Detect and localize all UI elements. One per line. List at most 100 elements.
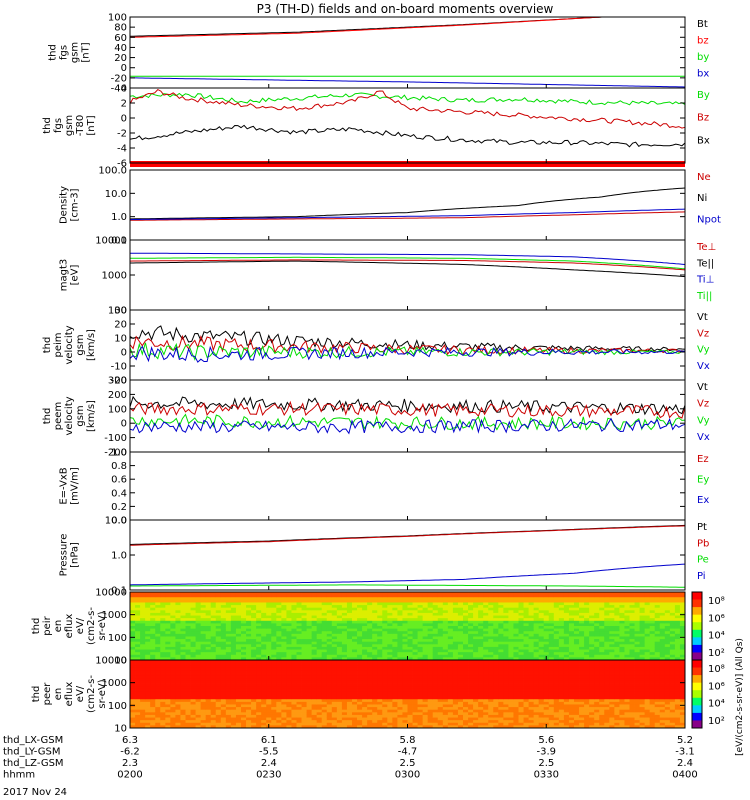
heatmap-cell xyxy=(331,717,338,721)
heatmap-cell xyxy=(341,657,348,661)
heatmap-cell xyxy=(246,683,252,687)
heatmap-cell xyxy=(367,636,373,640)
heatmap-cell xyxy=(679,597,686,601)
heatmap-cell xyxy=(311,641,318,645)
heatmap-cell xyxy=(336,615,343,619)
heatmap-cell xyxy=(503,618,509,622)
heatmap-cell xyxy=(145,712,151,716)
heatmap-cell xyxy=(442,673,449,677)
heatmap-cell xyxy=(281,623,287,627)
heatmap-cell xyxy=(175,620,181,624)
heatmap-cell xyxy=(563,657,570,661)
heatmap-cell xyxy=(644,623,651,627)
heatmap-cell xyxy=(579,607,585,611)
heatmap-cell xyxy=(336,623,343,627)
heatmap-cell xyxy=(367,712,373,716)
heatmap-cell xyxy=(604,631,610,635)
heatmap-cell xyxy=(225,636,232,640)
heatmap-cell xyxy=(447,592,454,596)
heatmap-cell xyxy=(639,612,646,616)
heatmap-cell xyxy=(452,667,459,671)
heatmap-cell xyxy=(609,599,615,603)
heatmap-cell xyxy=(205,636,212,640)
heatmap-cell xyxy=(296,707,302,711)
heatmap-cell xyxy=(538,618,545,622)
heatmap-cell xyxy=(241,633,247,637)
heatmap-cell xyxy=(150,704,156,708)
heatmap-cell xyxy=(241,597,247,601)
heatmap-cell xyxy=(357,649,363,653)
heatmap-cell xyxy=(160,649,166,653)
heatmap-cell xyxy=(195,592,202,596)
heatmap-cell xyxy=(235,615,242,619)
heatmap-cell xyxy=(341,628,348,632)
heatmap-cell xyxy=(543,618,550,622)
heatmap-cell xyxy=(367,678,373,682)
heatmap-cell xyxy=(180,626,186,630)
heatmap-cell xyxy=(442,696,449,700)
heatmap-cell xyxy=(377,641,383,645)
heatmap-cell xyxy=(180,636,186,640)
heatmap-cell xyxy=(468,639,474,643)
heatmap-cell xyxy=(609,623,615,627)
heatmap-cell xyxy=(130,699,136,703)
heatmap-cell xyxy=(326,605,333,609)
heatmap-cell xyxy=(543,607,550,611)
heatmap-cell xyxy=(412,631,418,635)
heatmap-cell xyxy=(382,657,388,661)
heatmap-cell xyxy=(346,610,353,614)
heatmap-cell xyxy=(210,707,217,711)
heatmap-cell xyxy=(402,646,408,650)
heatmap-cell xyxy=(145,725,151,729)
heatmap-cell xyxy=(538,605,545,609)
heatmap-cell xyxy=(266,623,272,627)
heatmap-cell xyxy=(644,652,651,656)
heatmap-cell xyxy=(230,683,237,687)
heatmap-cell xyxy=(306,607,313,611)
heatmap-cell xyxy=(528,607,535,611)
heatmap-cell xyxy=(669,594,676,598)
heatmap-cell xyxy=(362,592,368,596)
heatmap-cell xyxy=(553,607,560,611)
heatmap-cell xyxy=(195,602,202,606)
heatmap-cell xyxy=(246,660,252,664)
heatmap-cell xyxy=(321,592,328,596)
heatmap-cell xyxy=(346,678,353,682)
heatmap-cell xyxy=(175,701,181,705)
heatmap-cell xyxy=(412,686,418,690)
heatmap-cell xyxy=(352,641,358,645)
heatmap-cell xyxy=(362,670,368,674)
heatmap-cell xyxy=(311,633,318,637)
heatmap-cell xyxy=(190,717,196,721)
heatmap-cell xyxy=(377,633,383,637)
heatmap-cell xyxy=(392,712,398,716)
heatmap-cell xyxy=(175,615,181,619)
heatmap-cell xyxy=(669,636,676,640)
heatmap-cell xyxy=(170,707,176,711)
heatmap-cell xyxy=(185,667,191,671)
heatmap-cell xyxy=(503,636,509,640)
heatmap-cell xyxy=(321,660,328,664)
heatmap-cell xyxy=(241,639,247,643)
heatmap-cell xyxy=(235,602,242,606)
heatmap-cell xyxy=(261,602,267,606)
heatmap-cell xyxy=(594,610,600,614)
heatmap-cell xyxy=(140,670,146,674)
heatmap-cell xyxy=(599,623,605,627)
heatmap-cell xyxy=(372,704,378,708)
heatmap-cell xyxy=(175,688,181,692)
heatmap-cell xyxy=(321,696,328,700)
heatmap-cell xyxy=(251,620,257,624)
heatmap-cell xyxy=(452,683,459,687)
heatmap-cell xyxy=(286,615,292,619)
heatmap-cell xyxy=(594,618,600,622)
heatmap-cell xyxy=(135,717,141,721)
heatmap-cell xyxy=(230,717,237,721)
heatmap-cell xyxy=(170,639,176,643)
heatmap-cell xyxy=(407,704,413,708)
heatmap-cell xyxy=(639,618,646,622)
heatmap-cell xyxy=(558,607,565,611)
heatmap-cell xyxy=(155,607,161,611)
series-line-Pi xyxy=(129,563,686,586)
